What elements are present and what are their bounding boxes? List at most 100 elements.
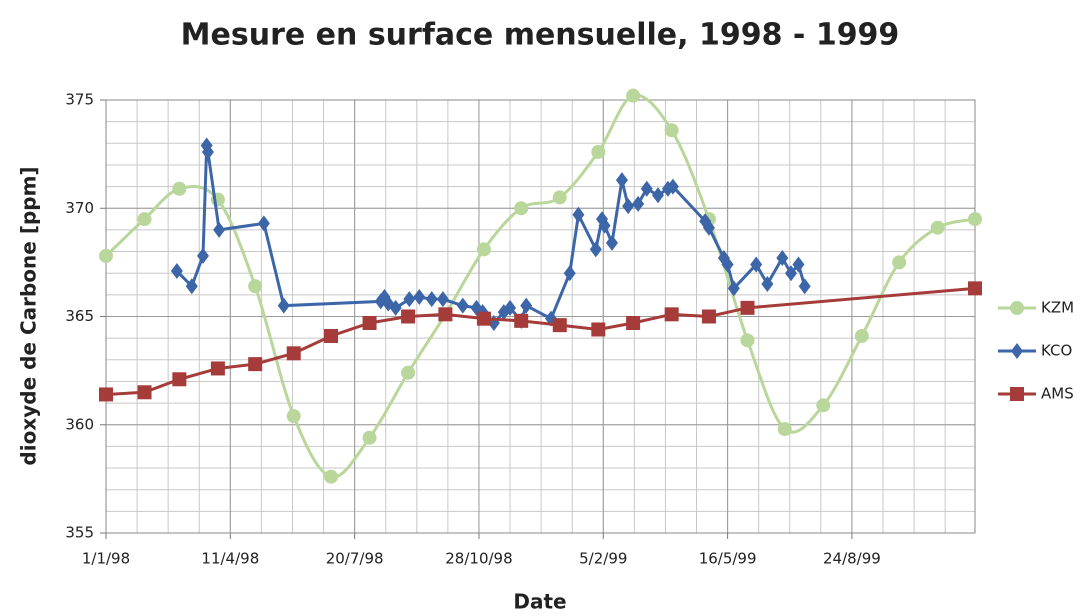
- marker: [362, 430, 377, 445]
- marker: [792, 256, 805, 273]
- marker: [286, 346, 301, 361]
- marker: [892, 255, 907, 270]
- marker: [740, 300, 755, 315]
- marker: [286, 409, 301, 424]
- y-tick-label: 360: [65, 415, 94, 433]
- marker: [589, 241, 602, 258]
- marker: [552, 318, 567, 333]
- x-tick-label: 16/5/99: [699, 550, 757, 568]
- legend-marker: [1010, 301, 1024, 315]
- marker: [257, 215, 270, 232]
- marker: [248, 279, 263, 294]
- plot-frame: [105, 99, 976, 534]
- y-axis-label: dioxyde de Carbone [ppm]: [17, 166, 41, 465]
- marker: [213, 221, 226, 238]
- y-tick-label: 370: [65, 199, 94, 217]
- marker: [666, 178, 679, 195]
- marker: [701, 309, 716, 324]
- marker: [721, 256, 734, 273]
- marker: [172, 181, 187, 196]
- marker: [664, 123, 679, 138]
- marker: [99, 248, 113, 263]
- marker: [389, 299, 402, 316]
- series-line: [175, 145, 807, 326]
- marker: [185, 278, 198, 295]
- marker: [563, 265, 576, 282]
- x-tick-label: 1/1/98: [82, 550, 130, 568]
- marker: [476, 242, 491, 257]
- marker: [438, 307, 453, 322]
- marker: [591, 322, 606, 337]
- marker: [436, 291, 449, 308]
- x-axis-label: Date: [513, 590, 566, 614]
- marker: [572, 206, 585, 223]
- marker: [816, 398, 831, 413]
- legend-label: AMS: [1041, 385, 1074, 403]
- marker: [598, 217, 611, 234]
- marker: [930, 220, 945, 235]
- marker: [456, 297, 469, 314]
- marker: [248, 357, 263, 372]
- marker: [401, 309, 416, 324]
- y-tick-label: 365: [65, 307, 94, 325]
- marker: [740, 333, 755, 348]
- marker: [514, 313, 529, 328]
- marker: [413, 289, 426, 306]
- marker: [514, 201, 529, 216]
- series-line: [105, 286, 976, 396]
- marker: [622, 198, 635, 215]
- marker: [196, 247, 209, 264]
- chart-title: Mesure en surface mensuelle, 1998 - 1999: [181, 18, 900, 53]
- marker: [425, 291, 438, 308]
- legend-label: KCO: [1041, 342, 1072, 360]
- marker: [777, 422, 792, 437]
- y-tick-label: 355: [65, 524, 94, 542]
- marker: [605, 234, 618, 251]
- legend-marker: [1010, 387, 1024, 401]
- marker: [591, 144, 606, 159]
- marker: [277, 297, 290, 314]
- marker: [776, 250, 789, 267]
- marker: [324, 469, 339, 484]
- x-tick-label: 24/8/99: [823, 550, 881, 568]
- y-tick-label: 375: [65, 91, 94, 109]
- marker: [761, 276, 774, 293]
- x-tick-label: 20/7/98: [326, 550, 384, 568]
- marker: [137, 212, 152, 227]
- marker: [476, 311, 491, 326]
- marker: [664, 307, 679, 322]
- marker: [968, 281, 982, 296]
- marker: [401, 365, 416, 380]
- marker: [324, 328, 339, 343]
- marker: [362, 315, 377, 330]
- marker: [504, 299, 517, 316]
- marker: [201, 143, 214, 160]
- marker: [968, 212, 982, 227]
- marker: [99, 387, 113, 402]
- x-tick-label: 28/10/98: [445, 550, 512, 568]
- marker: [640, 180, 653, 197]
- marker: [854, 328, 869, 343]
- marker: [520, 297, 533, 314]
- legend-marker: [1011, 343, 1023, 359]
- marker: [403, 291, 416, 308]
- marker: [626, 315, 641, 330]
- legend-label: KZM: [1041, 299, 1074, 317]
- x-tick-label: 5/2/99: [579, 550, 627, 568]
- marker: [626, 88, 641, 103]
- marker: [727, 280, 740, 297]
- marker: [798, 278, 811, 295]
- marker: [615, 172, 628, 189]
- x-tick-label: 11/4/98: [201, 550, 259, 568]
- marker: [170, 263, 183, 280]
- marker: [785, 265, 798, 282]
- series-line: [104, 93, 976, 479]
- marker: [172, 372, 187, 387]
- marker: [137, 385, 152, 400]
- marker: [210, 361, 225, 376]
- marker: [552, 190, 567, 205]
- marker: [750, 256, 763, 273]
- marker: [632, 195, 645, 212]
